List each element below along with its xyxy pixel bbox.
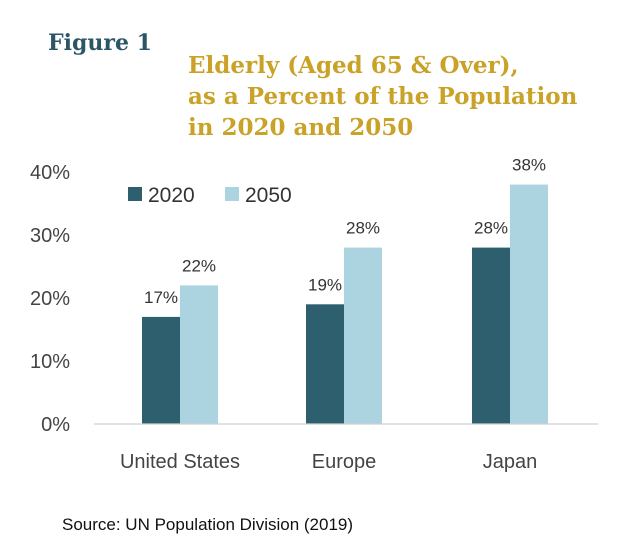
y-tick-label: 10% [30,351,70,373]
chart-title-line-1: Elderly (Aged 65 & Over), [188,52,519,79]
bars [142,184,548,424]
y-tick-label: 0% [41,414,70,436]
x-axis-labels: United States Europe Japan [120,451,537,473]
bar-value-label: 28% [474,219,508,238]
bar-value-label: 38% [512,156,546,175]
bar-value-label: 28% [346,219,380,238]
bar-2020-united-states [142,316,180,424]
bar-value-label: 19% [308,275,342,294]
legend-label-2020: 2020 [148,184,195,207]
y-tick-label: 30% [30,225,70,247]
bar-value-label: 17% [144,288,178,307]
chart-title-line-3: in 2020 and 2050 [188,114,414,141]
bar-value-labels: 17% 19% 28% 22% 28% 38% [144,156,546,307]
legend: 2020 2050 [128,184,292,207]
bar-2050-europe [344,247,382,424]
chart-title: Elderly (Aged 65 & Over), as a Percent o… [188,50,577,143]
y-tick-label: 20% [30,288,70,310]
bar-2020-europe [306,304,344,424]
legend-swatch-2050 [225,187,239,201]
legend-label-2050: 2050 [245,184,292,207]
x-tick-label: Japan [483,451,538,473]
x-tick-label: Europe [312,451,377,473]
x-tick-label: United States [120,451,240,473]
bar-2050-united-states [180,285,218,424]
figure-label: Figure 1 [48,30,152,56]
bar-chart: 0% 10% 20% 30% 40% 17% 19% 28% 22% 28% 38% United… [30,156,598,473]
bar-2050-japan [510,184,548,424]
source-note: Source: UN Population Division (2019) [62,515,354,534]
y-tick-label: 40% [30,162,70,184]
legend-swatch-2020 [128,187,142,201]
chart-title-line-2: as a Percent of the Population [188,83,578,110]
y-axis-labels: 0% 10% 20% 30% 40% [30,162,70,436]
bar-2020-japan [472,247,510,424]
bar-value-label: 22% [182,256,216,275]
